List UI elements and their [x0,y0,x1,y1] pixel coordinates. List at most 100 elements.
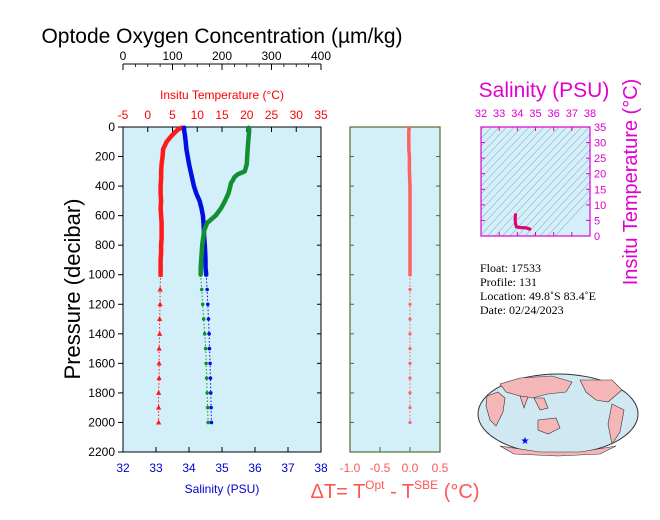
salinity-tick-label: 34 [182,461,196,475]
float-location-marker: ★ [521,436,530,447]
delta-t-point [408,317,412,321]
oxygen-tick-label: 100 [162,49,182,63]
temperature-point [156,345,162,351]
density-contour [481,127,508,155]
ts-salinity-tick-label: 38 [584,108,596,120]
temperature-tick-label: 10 [191,108,205,122]
profile-number: Profile: 131 [480,275,537,289]
temperature-tick-label: 25 [265,108,279,122]
float-id: Float: 17533 [480,261,541,275]
oxygen-tick-label: 200 [212,49,232,63]
temperature-tick-label: 5 [169,108,176,122]
pressure-tick-label: 1800 [88,386,115,400]
land-antarctica [499,445,617,457]
profile-series [156,125,252,425]
delta-plot-area [349,126,441,453]
pressure-tick-label: 200 [95,150,115,164]
salinity-tick-label: 38 [314,461,328,475]
density-contour [554,197,590,236]
land-north-america [579,379,623,403]
profile-panel: Optode Oxygen Concentration (µm/kg) 0 100… [41,25,402,496]
delta-t-point [408,332,412,336]
density-contour [481,127,493,139]
density-contour [509,149,590,236]
ts-point [513,217,517,221]
temperature-point [156,404,162,410]
ts-diagram: Salinity (PSU) 32 33 34 35 36 37 3805101520253… [475,79,642,286]
oxygen-point [205,391,209,395]
pressure-tick-label: 0 [108,120,115,134]
oxygen-axis-ticks: 0 100 200 300 400 [120,49,331,70]
map-land [485,375,625,457]
salinity-tick-label: 37 [281,461,295,475]
oxygen-tick-label: 0 [120,49,127,63]
pressure-tick-label: 2000 [88,415,115,429]
oxygen-point [198,272,203,277]
delta-tick-label: 0.0 [402,461,419,475]
ts-salinity-tick-label: 35 [529,108,541,120]
salinity-point [208,376,213,380]
temperature-tick-label: 0 [144,108,151,122]
land-india [519,395,529,409]
ts-salinity-tick-label: 33 [493,108,505,120]
ts-point [516,225,520,229]
temperature-tick-label: 20 [240,108,254,122]
density-contour [502,141,590,236]
delta-t-point [408,406,412,410]
density-contour [532,173,590,236]
pressure-tick-label: 1400 [88,327,115,341]
delta-tick-label: -1.0 [340,461,361,475]
delta-t-point [408,391,412,395]
delta-t-point [408,302,412,306]
temperature-point [157,286,163,292]
oxygen-tick-label: 400 [311,49,331,63]
temperature-point [157,330,163,336]
temperature-axis-ticks: -5 0 5 10 15 20 25 30 35 [118,108,328,132]
salinity-tick-label: 33 [149,461,163,475]
salinity-point [204,272,208,277]
land-eurasia [499,375,573,399]
salinity-axis-ticks: 32 33 34 35 36 37 38 [116,447,328,475]
ts-temperature-tick-label: 35 [594,122,606,134]
float-info: Float: 17533 Profile: 131 Location: 49.8… [480,261,596,317]
ts-temperature-tick-label: 15 [594,184,606,196]
density-contour [481,127,515,163]
delta-t-panel: -1.0 -0.5 0.0 0.5 ΔT= TOpt - TSBE (°C) [311,125,480,503]
temperature-profile-line [158,125,184,277]
ts-salinity-tick-label: 34 [511,108,523,120]
oxygen-point [201,317,206,321]
ts-salinity-tick-label: 32 [475,108,487,120]
delta-tick-label: -0.5 [370,461,391,475]
oxygen-point [199,287,204,292]
ts-salinity-tick-label: 36 [548,108,560,120]
temperature-tick-label: -5 [118,108,129,122]
salinity-point [209,405,213,410]
temperature-point [158,271,164,277]
temperature-point [157,301,163,307]
salinity-point [208,361,212,366]
salinity-point [207,346,212,351]
delta-t-point [408,273,412,277]
oxygen-point [206,420,210,425]
location-map: ★ [477,373,639,457]
ts-series [513,213,532,231]
density-contour [481,127,553,203]
temperature-tick-label: 35 [314,108,328,122]
main-title: Optode Oxygen Concentration (µm/kg) [41,25,402,48]
ts-title: Salinity (PSU) [479,79,610,102]
density-contour [481,127,538,187]
delta-axis-ticks: -1.0 -0.5 0.0 0.5 [340,126,449,475]
ts-temperature-tick-label: 30 [594,138,606,150]
density-contours [481,127,590,236]
delta-t-point [408,346,412,351]
temperature-point [156,375,162,381]
temperature-point [156,389,162,395]
salinity-point [205,287,209,292]
pressure-axis-label: Pressure (decibar) [60,199,85,380]
main-plot-area [122,126,322,453]
salinity-axis-label: Salinity (PSU) [185,482,260,496]
delta-t-point [408,361,412,365]
salinity-point [208,391,213,395]
salinity-tick-label: 32 [116,461,130,475]
